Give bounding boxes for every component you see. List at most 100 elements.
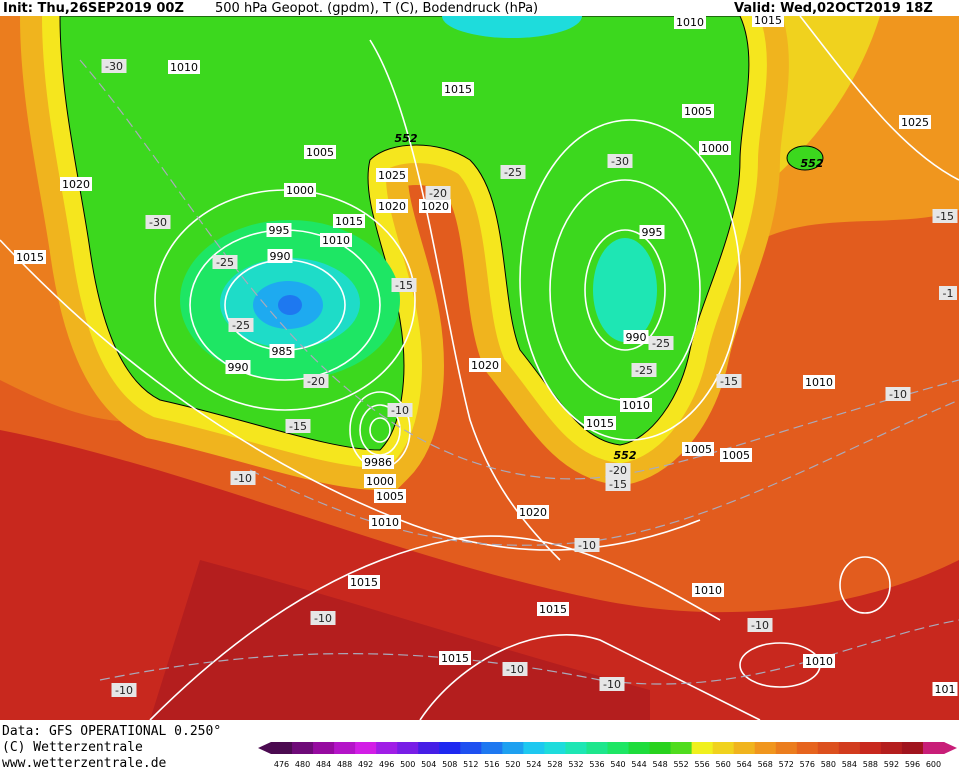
- colorbar-label: 588: [863, 760, 878, 769]
- pressure-label: 1005: [684, 443, 712, 456]
- colorbar-swatch: [565, 742, 587, 754]
- pressure-label: 1010: [676, 16, 704, 29]
- pressure-label: 1010: [170, 61, 198, 74]
- pressure-label: 1015: [441, 652, 469, 665]
- pressure-label-box: [537, 602, 569, 616]
- pressure-label: 1010: [371, 516, 399, 529]
- colorbar-swatch: [292, 742, 314, 754]
- colorbar-swatch: [418, 742, 440, 754]
- temperature-label-box: [310, 611, 336, 625]
- temperature-label-box: [230, 471, 256, 485]
- temperature-label-box: [391, 278, 417, 292]
- pressure-label-box: [899, 115, 931, 129]
- temperature-label-box: [285, 419, 311, 433]
- pressure-label: 1020: [62, 178, 90, 191]
- temperature-label-box: [605, 463, 631, 477]
- pressure-label-box: [623, 330, 649, 344]
- pressure-label-box: [517, 505, 549, 519]
- pressure-label: 1015: [539, 603, 567, 616]
- pressure-label-box: [469, 358, 501, 372]
- temperature-label-box: [939, 286, 957, 300]
- temperature-label-box: [500, 165, 526, 179]
- temperature-label: -20: [609, 464, 627, 477]
- temperature-label-box: [502, 662, 528, 676]
- pressure-label-box: [752, 13, 784, 27]
- colorbar-swatch: [754, 742, 777, 754]
- colorbar-label: 496: [379, 760, 394, 769]
- pressure-label-box: [269, 344, 295, 358]
- pressure-label: 1020: [519, 506, 547, 519]
- temperature-label-box: [145, 215, 171, 229]
- low-ring: [593, 238, 657, 342]
- init-time: Init: Thu,26SEP2019 00Z: [3, 1, 184, 16]
- pressure-label-box: [803, 654, 835, 668]
- pressure-label-box: [620, 398, 652, 412]
- valid-time: Valid: Wed,02OCT2019 18Z: [734, 1, 933, 16]
- temperature-label-box: [932, 209, 958, 223]
- colorbar-swatch: [859, 742, 882, 754]
- temperature-label: -10: [234, 472, 252, 485]
- temperature-label: -25: [635, 364, 653, 377]
- pressure-label: 1010: [322, 234, 350, 247]
- temperature-label: -10: [578, 539, 596, 552]
- pressure-label: 1000: [286, 184, 314, 197]
- temperature-label-box: [101, 59, 127, 73]
- pressure-label-box: [348, 575, 380, 589]
- pressure-label-box: [439, 651, 471, 665]
- colorbar-label: 500: [400, 760, 415, 769]
- pressure-label-box: [674, 15, 706, 29]
- pressure-label: 1015: [754, 14, 782, 27]
- temperature-label-box: [212, 255, 238, 269]
- pressure-label: 1015: [350, 576, 378, 589]
- temperature-label-box: [885, 387, 911, 401]
- colorbar-swatch: [397, 742, 419, 754]
- pressure-label-box: [267, 249, 293, 263]
- colorbar-label: 528: [547, 760, 562, 769]
- pressure-label: 990: [228, 361, 249, 374]
- colorbar-swatch: [355, 742, 377, 754]
- colorbar-label: 576: [800, 760, 815, 769]
- pressure-label: 1000: [366, 475, 394, 488]
- temperature-label: -10: [603, 678, 621, 691]
- colorbar-swatch: [523, 742, 545, 754]
- colorbar-max-arrow: [944, 742, 957, 754]
- colorbar-swatch: [481, 742, 503, 754]
- colorbar-label: 580: [821, 760, 836, 769]
- colorbar-swatch: [628, 742, 651, 754]
- colorbar-swatch: [880, 742, 903, 754]
- pressure-label: 1005: [376, 490, 404, 503]
- temperature-label: -30: [149, 216, 167, 229]
- colorbar-swatch: [271, 742, 293, 754]
- pressure-label: 1020: [378, 200, 406, 213]
- pressure-label: 1005: [722, 449, 750, 462]
- pressure-label: 1015: [335, 215, 363, 228]
- pressure-label-box: [803, 375, 835, 389]
- colorbar-swatch: [313, 742, 335, 754]
- pressure-label: 1010: [805, 655, 833, 668]
- cut-off-low: [786, 145, 824, 171]
- map-title: 500 hPa Geopot. (gpdm), T (C), Bodendruc…: [215, 1, 538, 16]
- pressure-label-box: [374, 489, 406, 503]
- pressure-label: 101: [935, 683, 956, 696]
- temperature-label-box: [425, 186, 451, 200]
- pressure-label-box: [682, 442, 714, 456]
- pressure-label-box: [320, 233, 352, 247]
- colorbar-swatch: [733, 742, 756, 754]
- height-label: 552: [801, 157, 824, 170]
- colorbar-label: 512: [463, 760, 478, 769]
- temperature-label-box: [605, 477, 631, 491]
- colorbar-swatch: [460, 742, 482, 754]
- temperature-label-box: [631, 363, 657, 377]
- colorbar-swatch: [334, 742, 356, 754]
- colorbar-label: 548: [652, 760, 667, 769]
- colorbar-label: 572: [779, 760, 794, 769]
- temperature-label-box: [574, 538, 600, 552]
- temperature-label: -25: [216, 256, 234, 269]
- colorbar-swatch: [691, 742, 714, 754]
- temperature-label-box: [303, 374, 329, 388]
- pressure-label-box: [682, 104, 714, 118]
- pressure-label-box: [266, 223, 292, 237]
- colorbar-label: 556: [695, 760, 710, 769]
- colorbar-label: 508: [442, 760, 457, 769]
- colorbar-swatch: [922, 742, 945, 754]
